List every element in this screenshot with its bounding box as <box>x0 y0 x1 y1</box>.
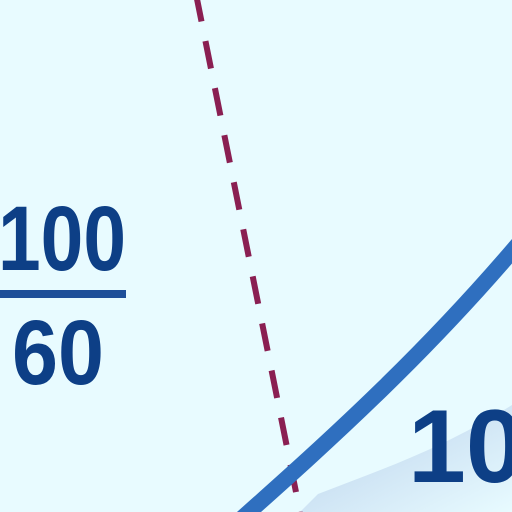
corner-number: 10 <box>408 389 512 505</box>
fraction-denominator: 60 <box>12 302 104 404</box>
dashed-line <box>196 0 300 512</box>
fraction-numerator: 100 <box>0 188 126 290</box>
fraction-bar <box>0 290 126 298</box>
